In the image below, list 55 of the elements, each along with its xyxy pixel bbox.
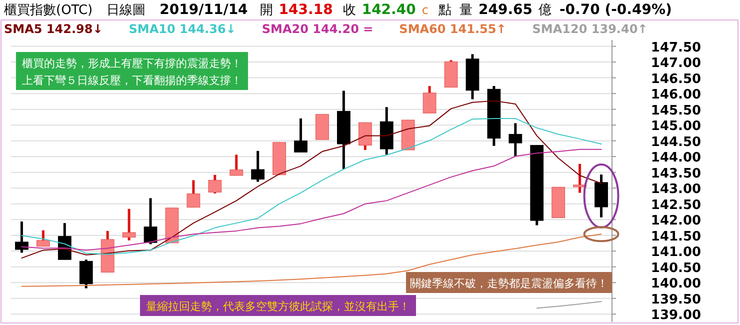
y-tick-label: 146.50 bbox=[650, 72, 702, 87]
y-tick-label: 141.00 bbox=[650, 245, 702, 260]
candlestick bbox=[230, 153, 244, 177]
text: 日線圖 bbox=[106, 3, 146, 18]
annotation: 櫃買的走勢，形成上有壓下有撐的震盪走勢！ bbox=[22, 57, 242, 70]
text: 開 bbox=[260, 3, 273, 18]
text: 142.40 bbox=[362, 2, 416, 18]
candlestick bbox=[186, 178, 200, 209]
y-tick-label: 146.00 bbox=[650, 88, 702, 103]
text: SMA10 144.36↓ bbox=[128, 22, 236, 36]
y-tick-label: 145.00 bbox=[650, 119, 702, 134]
y-tick-label: 139.00 bbox=[650, 308, 702, 324]
y-tick-label: 147.00 bbox=[650, 56, 702, 72]
candlestick bbox=[36, 229, 50, 248]
y-tick-label: 140.00 bbox=[650, 276, 702, 292]
text: c bbox=[422, 3, 428, 17]
y-tick-label: 144.00 bbox=[650, 150, 702, 166]
text: SMA5 142.98↓ bbox=[4, 22, 103, 36]
candlestick bbox=[573, 162, 586, 194]
annotation: 上看下彎５日線反壓，下看翻揚的季線支撐！ bbox=[22, 74, 242, 87]
candlestick bbox=[508, 122, 522, 158]
candlestick bbox=[15, 220, 28, 254]
candlestick bbox=[122, 208, 136, 242]
text: 收 bbox=[342, 3, 356, 18]
annotation: 關鍵季線不破，走勢都是震盪偏多看待！ bbox=[410, 277, 608, 290]
text: 點 bbox=[437, 3, 452, 18]
y-tick-label: 142.00 bbox=[650, 214, 702, 229]
line-series bbox=[536, 301, 602, 309]
text: -0.70 (-0.49%) bbox=[560, 2, 672, 18]
candlestick bbox=[358, 121, 372, 152]
candlestick bbox=[208, 174, 222, 195]
y-tick-label: 144.50 bbox=[650, 134, 702, 150]
y-tick-label: 141.50 bbox=[650, 229, 702, 244]
y-tick-label: 147.50 bbox=[650, 40, 702, 56]
candlestick bbox=[422, 84, 436, 114]
y-tick-label: 145.50 bbox=[650, 103, 702, 118]
text: SMA20 144.20 = bbox=[262, 22, 374, 36]
y-tick-label: 140.50 bbox=[650, 260, 702, 276]
text: 2019/11/14 bbox=[160, 2, 248, 18]
text: 億 bbox=[538, 3, 552, 18]
candlestick bbox=[294, 117, 308, 154]
candlestick bbox=[79, 258, 93, 290]
candlestick bbox=[144, 196, 158, 246]
text: 量 bbox=[459, 3, 472, 18]
y-tick-label: 139.50 bbox=[650, 292, 702, 308]
text: SMA120 139.40↑ bbox=[532, 22, 648, 36]
text: 143.18 bbox=[278, 2, 333, 18]
text: 249.65 bbox=[478, 2, 532, 18]
candlestick bbox=[251, 150, 265, 184]
y-tick-label: 142.50 bbox=[650, 198, 702, 213]
y-tick-label: 143.00 bbox=[650, 182, 702, 198]
y-tick-label: 143.50 bbox=[650, 166, 702, 182]
text: SMA60 141.55↑ bbox=[399, 22, 506, 36]
annotation: 量縮拉回走勢，代表多空雙方彼此試探，並沒有出手！ bbox=[146, 300, 410, 313]
chart-title: 櫃買指數(OTC) bbox=[4, 3, 93, 18]
